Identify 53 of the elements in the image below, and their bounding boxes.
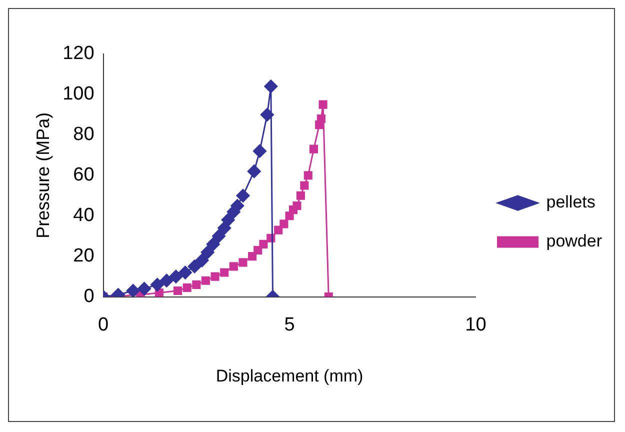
point <box>309 144 318 154</box>
point <box>201 276 210 285</box>
point <box>296 191 305 200</box>
point <box>229 262 238 271</box>
point <box>238 258 248 267</box>
y-axis-title: Pressure (MPa) <box>32 112 53 238</box>
point <box>160 274 174 288</box>
x-tick-label: 0 <box>98 314 109 336</box>
legend-label: pellets <box>546 192 596 212</box>
point <box>252 144 266 158</box>
point <box>220 268 229 277</box>
point <box>260 108 274 122</box>
point <box>150 278 164 292</box>
point <box>206 237 220 251</box>
y-tick-label: 0 <box>84 286 94 308</box>
x-tick-label: 10 <box>465 314 486 336</box>
point <box>138 282 152 296</box>
point <box>280 220 288 228</box>
point <box>230 199 244 212</box>
y-tick-label: 80 <box>73 124 94 146</box>
point <box>304 171 312 180</box>
x-axis-title: Displacement (mm) <box>216 366 364 386</box>
point <box>182 283 192 292</box>
point <box>254 246 262 255</box>
point <box>200 246 214 260</box>
point <box>248 252 257 261</box>
point <box>178 266 192 280</box>
point <box>218 221 232 235</box>
point <box>221 213 235 227</box>
y-tick-label: 60 <box>73 164 94 186</box>
y-tick-label: 120 <box>62 43 94 64</box>
point <box>174 286 182 296</box>
point <box>169 270 183 284</box>
point <box>292 201 302 210</box>
y-tick-label: 40 <box>73 205 94 226</box>
point <box>192 280 201 289</box>
point <box>188 260 202 274</box>
point <box>212 229 226 243</box>
x-tick-label: 5 <box>284 314 295 336</box>
point <box>126 284 140 297</box>
point <box>264 80 278 94</box>
y-tick-label: 100 <box>62 84 94 105</box>
y-tick-label: 20 <box>73 246 94 267</box>
legend-label: powder <box>546 232 602 251</box>
point <box>247 164 261 178</box>
point <box>195 254 209 268</box>
point <box>236 188 250 202</box>
point <box>316 114 326 124</box>
point <box>210 272 220 281</box>
point <box>259 240 268 248</box>
point <box>300 181 309 190</box>
point <box>318 100 328 109</box>
point <box>274 226 283 234</box>
